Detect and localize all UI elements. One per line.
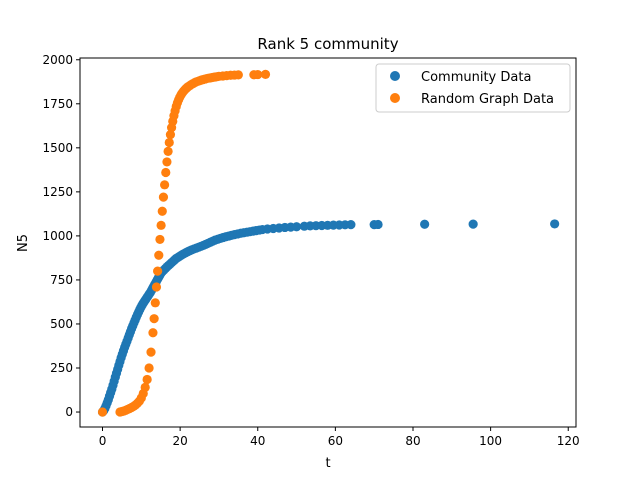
data-point-series-1-26: [157, 206, 167, 216]
data-point-series-0-111: [373, 219, 383, 230]
y-tick-label: 1500: [42, 141, 73, 155]
data-point-series-1-18: [148, 328, 158, 338]
y-tick-label: 0: [65, 405, 73, 419]
data-point-series-1-15: [142, 374, 152, 385]
legend-marker-random-graph-data: [390, 93, 400, 103]
y-tick-label: 750: [50, 273, 73, 287]
data-point-series-1-20: [150, 298, 160, 308]
data-point-series-1-31: [163, 146, 173, 156]
x-axis: 0 20 40 60 80 100 120: [99, 427, 580, 448]
data-point-series-0-113: [468, 219, 478, 229]
series-0: [97, 219, 560, 417]
y-tick-label: 250: [50, 361, 73, 375]
data-point-series-1-30: [162, 157, 172, 167]
data-point-series-1-70: [233, 70, 243, 80]
data-point-series-1-28: [160, 180, 170, 190]
x-tick-label: 40: [250, 434, 265, 448]
y-tick-label: 2000: [42, 53, 73, 67]
y-tick-label: 1250: [42, 185, 73, 199]
data-point-series-0-112: [420, 219, 430, 229]
x-tick-label: 0: [99, 434, 107, 448]
legend-box: [375, 63, 571, 113]
data-point-series-1-14: [140, 382, 150, 392]
data-point-series-1-32: [164, 137, 174, 148]
x-tick-label: 80: [405, 434, 420, 448]
data-point-series-0-114: [550, 219, 560, 229]
y-axis-label: N5: [16, 234, 31, 252]
x-tick-label: 60: [328, 434, 343, 448]
y-axis: 0 250 500 750 1000 1250 1500 1750 2000: [42, 53, 80, 419]
data-point-series-1-72: [253, 69, 263, 80]
y-tick-label: 1750: [42, 97, 73, 111]
x-tick-label: 20: [172, 434, 187, 448]
y-tick-label: 500: [50, 317, 73, 331]
legend: Community Data Random Graph Data: [375, 63, 571, 113]
data-point-series-1-25: [156, 220, 166, 230]
x-axis-label: t: [325, 456, 330, 471]
data-point-series-1-16: [144, 363, 154, 373]
x-tick-label: 100: [479, 434, 502, 448]
data-point-series-1-22: [153, 266, 163, 276]
x-tick-label: 120: [557, 434, 580, 448]
legend-label-random-graph-data: Random Graph Data: [421, 92, 554, 107]
y-tick-label: 1000: [42, 229, 73, 243]
legend-label-community-data: Community Data: [421, 70, 531, 85]
data-point-series-1-21: [151, 282, 162, 292]
data-point-series-1-23: [154, 250, 164, 260]
data-point-series-0-109: [346, 220, 356, 230]
data-point-series-1-27: [158, 192, 169, 202]
data-point-series-1-19: [149, 314, 159, 324]
legend-marker-community-data: [390, 71, 400, 81]
data-point-series-1-73: [260, 69, 271, 79]
data-point-series-1-0: [97, 407, 108, 417]
data-point-series-1-29: [161, 167, 171, 178]
data-point-series-0-100: [291, 222, 302, 232]
data-point-series-1-17: [146, 347, 156, 357]
data-marks: [97, 69, 560, 417]
data-point-series-1-33: [165, 130, 176, 140]
plot-frame: [79, 57, 577, 428]
chart-title: Rank 5 community: [257, 35, 398, 53]
data-point-series-1-24: [155, 234, 165, 245]
series-1: [97, 69, 271, 417]
